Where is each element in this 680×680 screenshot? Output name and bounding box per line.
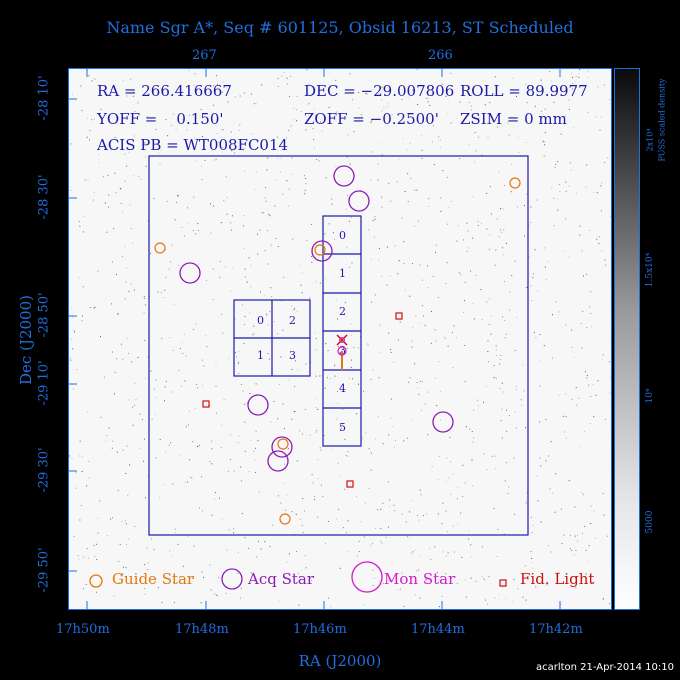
aimpoint-marker xyxy=(336,334,348,370)
acis-i-chip-label: 2 xyxy=(289,314,296,327)
legend-fid-icon xyxy=(499,579,507,587)
credit-stamp: acarlton 21-Apr-2014 10:10 xyxy=(535,662,674,673)
acis-i-chip-label: 3 xyxy=(289,349,296,362)
left-tick-label: -28 30' xyxy=(36,174,52,220)
acis-s-chip-label: 2 xyxy=(339,305,346,318)
acis-readout: ACIS PB = WT008FC014 xyxy=(97,136,289,154)
colorbar-label: PUSS scaled density xyxy=(657,78,667,162)
star-field-plot: 0 2 1 3 0 1 2 3 4 5 xyxy=(68,68,612,610)
acis-i-chip-label: 0 xyxy=(257,314,264,327)
legend-acq-label: Acq Star xyxy=(248,570,315,588)
acis-s-array xyxy=(322,215,362,447)
legend-acq-icon xyxy=(221,568,243,590)
legend-guide-label: Guide Star xyxy=(112,570,195,588)
guide-stars xyxy=(154,177,521,525)
x-axis-label: RA (J2000) xyxy=(298,652,382,670)
acis-s-chip-label: 3 xyxy=(339,344,346,357)
bottom-tick-label: 17h50m xyxy=(56,622,110,637)
field-of-view-box xyxy=(148,155,529,536)
bottom-tick-label: 17h44m xyxy=(411,622,465,637)
colorbar-tick-label: 5000 xyxy=(645,510,655,534)
colorbar-tick-label: 1.5x10⁴ xyxy=(645,252,655,288)
left-tick-label: -29 10' xyxy=(36,360,52,406)
bottom-tick-label: 17h48m xyxy=(175,622,229,637)
top-tick-label: 266 xyxy=(428,48,453,63)
bottom-tick-label: 17h46m xyxy=(293,622,347,637)
axis-ticks xyxy=(69,69,561,609)
zoff-readout: ZOFF = −0.2500' xyxy=(304,110,439,128)
colorbar-tick-label: 2x10⁴ xyxy=(645,128,655,152)
legend-mon-label: Mon Star xyxy=(384,570,456,588)
fid-lights xyxy=(202,312,403,488)
left-tick-label: -28 10' xyxy=(36,75,52,121)
acis-s-chip-label: 5 xyxy=(339,421,346,434)
y-axis-label: Dec (J2000) xyxy=(17,295,35,385)
background-star-noise xyxy=(69,69,611,608)
legend-fid-label: Fid. Light xyxy=(520,570,595,588)
density-colorbar xyxy=(614,68,640,610)
acis-s-chip-label: 0 xyxy=(339,229,346,242)
zsim-readout: ZSIM = 0 mm xyxy=(460,110,567,128)
bottom-tick-label: 17h42m xyxy=(529,622,583,637)
ra-readout: RA = 266.416667 xyxy=(97,82,232,100)
acis-s-chip-label: 4 xyxy=(339,382,346,395)
acq-stars xyxy=(179,165,454,472)
acis-s-chip-label: 1 xyxy=(339,267,346,280)
colorbar-tick-label: 10⁴ xyxy=(645,388,655,404)
acis-i-array xyxy=(233,299,311,377)
left-tick-label: -29 30' xyxy=(36,447,52,493)
legend-mon-icon xyxy=(351,561,383,593)
acis-i-chip-label: 1 xyxy=(257,349,264,362)
roll-readout: ROLL = 89.9977 xyxy=(460,82,588,100)
plot-title: Name Sgr A*, Seq # 601125, Obsid 16213, … xyxy=(106,18,574,37)
legend-guide-icon xyxy=(89,574,103,588)
left-tick-label: -28 50' xyxy=(36,292,52,338)
yoff-readout: YOFF = 0.150' xyxy=(97,110,224,128)
dec-readout: DEC = −29.007806 xyxy=(304,82,455,100)
left-tick-label: -29 50' xyxy=(36,547,52,593)
top-tick-label: 267 xyxy=(192,48,217,63)
